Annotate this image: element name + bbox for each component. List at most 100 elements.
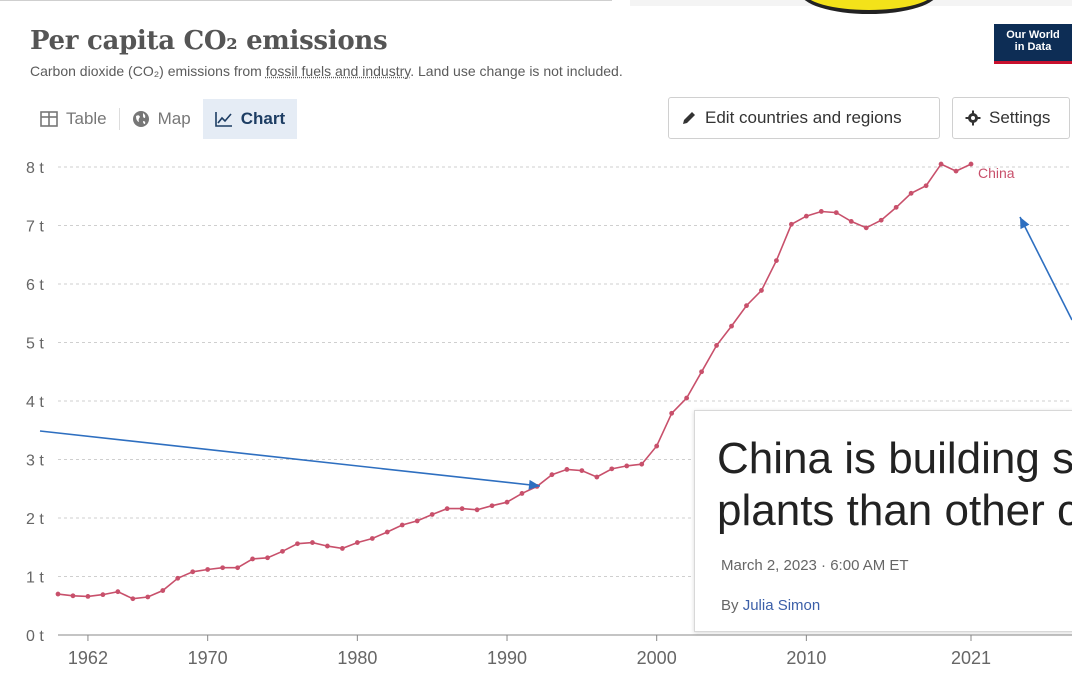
y-tick-label: 7 t <box>26 219 44 236</box>
data-point <box>339 546 345 551</box>
article-card[interactable]: China is building s plants than other c … <box>694 410 1072 632</box>
y-tick-label: 8 t <box>26 160 44 177</box>
data-point <box>564 467 570 472</box>
data-point <box>55 591 61 597</box>
data-point <box>399 522 405 528</box>
y-tick-label: 6 t <box>26 277 44 294</box>
data-point <box>878 217 884 223</box>
headline-line1: China is building s <box>717 434 1072 483</box>
data-point <box>788 221 794 227</box>
series-line <box>57 163 972 600</box>
y-tick-label: 0 t <box>26 628 44 645</box>
data-point <box>220 565 226 571</box>
line-chart-icon <box>214 112 232 127</box>
pencil-icon <box>683 112 695 124</box>
data-point <box>85 593 91 599</box>
data-point <box>265 555 270 561</box>
y-tick-label: 2 t <box>26 511 44 528</box>
subtitle-link[interactable]: fossil fuels and industry <box>265 63 411 79</box>
data-point <box>295 541 300 547</box>
data-point <box>893 204 899 210</box>
data-point <box>489 503 495 509</box>
tab-chart[interactable]: Chart <box>202 99 298 139</box>
data-point <box>160 588 166 593</box>
data-point <box>280 548 285 554</box>
tab-table[interactable]: Table <box>28 99 119 139</box>
data-point <box>145 594 151 600</box>
arrow-head <box>528 479 540 490</box>
page-title: Per capita CO₂ emissions <box>30 26 388 56</box>
data-point <box>714 343 719 348</box>
sun-illustration <box>800 0 938 14</box>
tab-table-label: Table <box>66 109 107 128</box>
data-point <box>818 209 824 214</box>
data-point <box>444 506 450 512</box>
x-tick-label: 2000 <box>637 648 677 668</box>
data-point <box>684 395 690 401</box>
data-point <box>699 369 704 375</box>
y-tick-label: 3 t <box>26 453 44 470</box>
y-axis-ticks: 0 t 1 t 2 t 3 t 4 t 5 t 6 t 7 t 8 t <box>26 160 44 645</box>
article-headline: China is building s plants than other c <box>717 433 1072 537</box>
tab-divider <box>118 108 120 130</box>
data-point <box>729 323 734 329</box>
data-point <box>175 575 181 581</box>
edit-countries-label: Edit countries and regions <box>705 108 902 127</box>
tab-chart-label: Chart <box>240 109 286 128</box>
owid-logo[interactable]: Our World in Data <box>994 24 1072 64</box>
tab-map-label: Map <box>157 109 191 128</box>
view-tabs: Table Map Chart <box>28 99 298 139</box>
data-point <box>115 589 121 595</box>
data-point <box>429 512 435 517</box>
data-point <box>414 518 420 524</box>
data-point <box>968 161 974 167</box>
page-subtitle: Carbon dioxide (CO₂) emissions from foss… <box>30 63 623 79</box>
data-point <box>669 410 675 416</box>
data-point <box>744 303 749 309</box>
series-label: China <box>978 165 1015 181</box>
data-point <box>100 592 106 598</box>
data-point <box>519 491 525 496</box>
chart-grid <box>58 166 1072 577</box>
article-byline: By Julia Simon <box>721 597 820 614</box>
settings-button[interactable]: Settings <box>952 97 1070 139</box>
data-point <box>759 288 764 293</box>
arrow-line <box>39 430 541 487</box>
x-axis: 1962 1970 1980 1990 2000 2010 2021 <box>58 634 1072 668</box>
data-point <box>474 507 480 513</box>
globe-icon <box>132 111 149 127</box>
data-point <box>774 258 779 263</box>
data-point <box>579 468 585 474</box>
headline-line2: plants than other c <box>717 486 1072 535</box>
data-point <box>848 219 854 224</box>
data-point <box>205 567 211 572</box>
line-chart: 0 t 1 t 2 t 3 t 4 t 5 t 6 t 7 t 8 t 1962 1970 1980… <box>26 160 1072 668</box>
arrow-head <box>1020 217 1030 230</box>
edit-countries-button[interactable]: Edit countries and regions <box>668 97 940 139</box>
x-tick-label: 1962 <box>68 648 108 668</box>
data-point <box>953 168 959 174</box>
y-tick-label: 1 t <box>26 570 44 587</box>
data-point <box>609 466 615 472</box>
data-point <box>549 472 555 478</box>
arrow-line <box>1019 216 1072 321</box>
annotation-arrows <box>39 216 1072 490</box>
subtitle-prefix: Carbon dioxide (CO₂) emissions from <box>30 63 266 79</box>
y-tick-label: 4 t <box>26 394 44 411</box>
article-author[interactable]: Julia Simon <box>742 597 821 614</box>
x-tick-label: 2021 <box>951 648 991 668</box>
data-point <box>923 183 929 189</box>
data-point <box>908 190 914 196</box>
x-tick-label: 2010 <box>786 648 826 668</box>
data-point <box>70 593 76 599</box>
data-point <box>384 529 390 535</box>
logo-line2: in Data <box>1014 41 1052 53</box>
settings-label: Settings <box>989 108 1051 127</box>
data-point <box>803 213 809 219</box>
article-date: March 2, 2023 · 6:00 AM ET <box>721 557 909 574</box>
data-point <box>938 161 944 167</box>
y-tick-label: 5 t <box>26 336 44 353</box>
data-point <box>654 443 660 449</box>
table-icon <box>40 111 58 127</box>
tab-map[interactable]: Map <box>120 99 203 139</box>
